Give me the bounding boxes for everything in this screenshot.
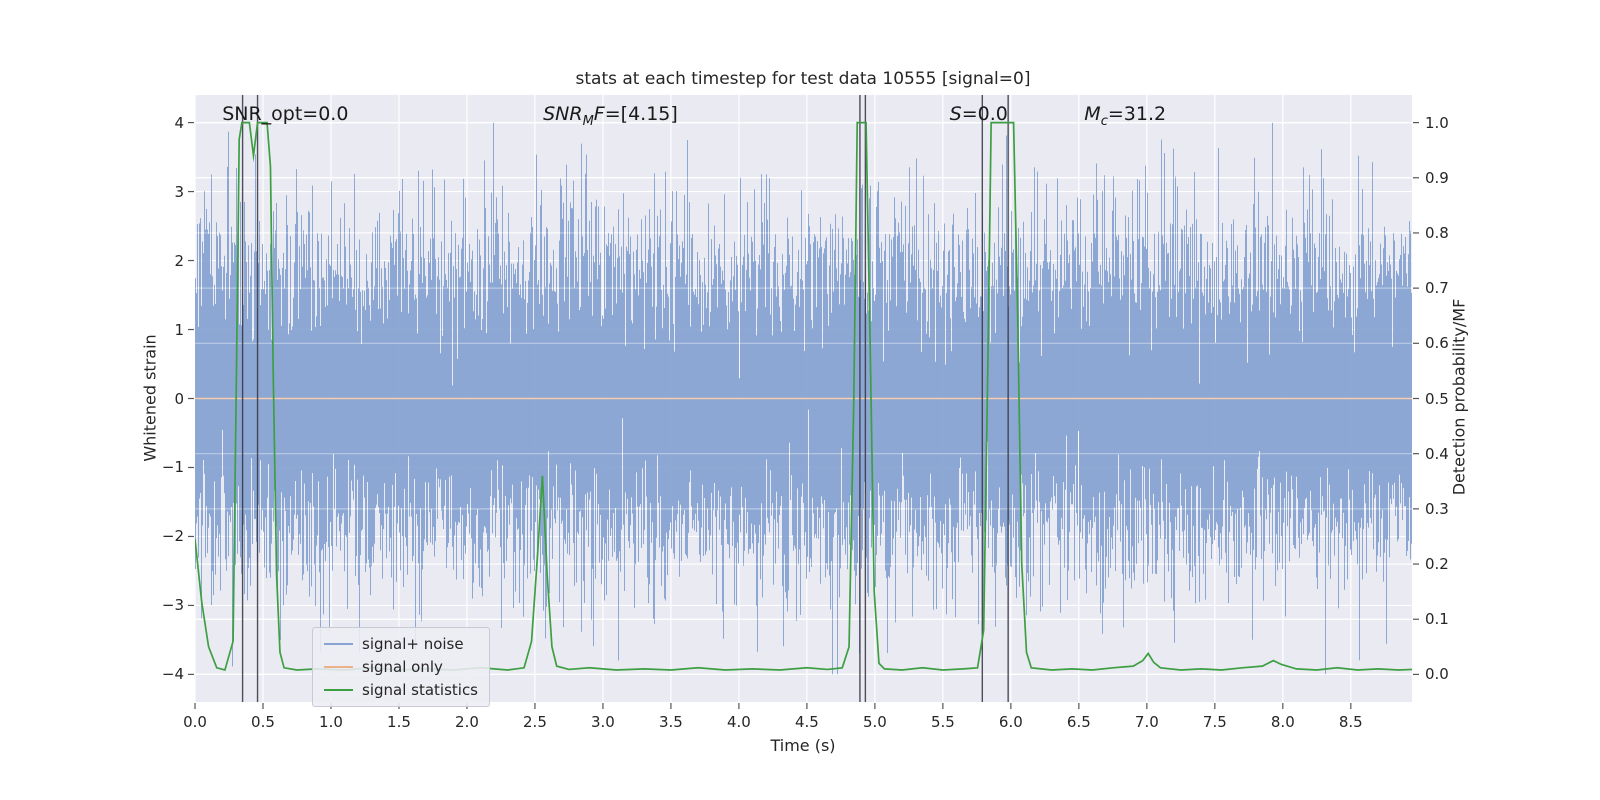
x-tick-label: 2.0: [455, 713, 479, 731]
y-right-tick-label: 0.5: [1425, 389, 1449, 408]
legend-label: signal+ noise: [362, 635, 464, 653]
x-tick-label: 4.5: [794, 713, 819, 731]
x-tick-label: 6.0: [998, 713, 1023, 731]
y-left-tick-label: 3: [174, 182, 184, 201]
y-right-tick-label: 0.9: [1425, 168, 1449, 187]
x-tick-label: 8.5: [1338, 713, 1363, 731]
x-tick-label: 0.0: [183, 713, 207, 731]
y-left-tick-label: −4: [161, 665, 184, 684]
legend-item: signal statistics: [324, 681, 478, 699]
plot-annotation: SNRMF=[4.15]: [543, 103, 678, 129]
y-right-tick-label: 0.7: [1425, 279, 1449, 298]
x-tick-label: 3.0: [590, 713, 615, 731]
legend-item: signal+ noise: [324, 635, 478, 653]
y-axis-label-left: Whitened strain: [140, 334, 160, 462]
x-tick-label: 5.5: [930, 713, 955, 731]
y-left-tick-label: −2: [161, 527, 184, 546]
y-axis-label-right: Detection probability/MF: [1449, 298, 1469, 496]
x-tick-label: 4.0: [726, 713, 751, 731]
y-right-tick-label: 0.4: [1425, 444, 1449, 463]
y-right-tick-label: 0.3: [1425, 499, 1449, 518]
y-right-tick-label: 0.1: [1425, 610, 1449, 629]
y-right-tick-label: 0.0: [1425, 665, 1449, 684]
x-tick-label: 8.0: [1270, 713, 1295, 731]
y-left-tick-label: 4: [174, 113, 184, 132]
x-tick-label: 6.5: [1066, 713, 1091, 731]
legend-label: signal only: [362, 658, 443, 676]
legend-item: signal only: [324, 658, 478, 676]
x-tick-label: 0.5: [251, 713, 275, 731]
legend-swatch: [324, 666, 353, 668]
x-tick-label: 3.5: [658, 713, 683, 731]
y-left-tick-label: 0: [174, 389, 184, 408]
plot-annotation: SNR_opt=0.0: [222, 103, 349, 125]
y-left-tick-label: 2: [174, 251, 184, 270]
y-right-tick-label: 1.0: [1425, 113, 1449, 132]
y-left-tick-label: 1: [174, 320, 184, 339]
chart-title: stats at each timestep for test data 105…: [575, 69, 1031, 89]
x-axis-label: Time (s): [770, 736, 836, 755]
x-tick-label: 2.5: [523, 713, 547, 731]
y-right-tick-label: 0.8: [1425, 223, 1449, 242]
legend-label: signal statistics: [362, 681, 479, 699]
x-tick-label: 5.0: [862, 713, 887, 731]
x-tick-label: 1.5: [387, 713, 411, 731]
x-tick-label: 7.0: [1134, 713, 1159, 731]
plot-annotation: Mc=31.2: [1084, 103, 1167, 129]
legend-swatch: [324, 689, 353, 691]
plot-annotation: S=0.0: [949, 103, 1008, 125]
legend: signal+ noise signal only signal statistic…: [312, 627, 491, 707]
x-tick-label: 1.0: [319, 713, 343, 731]
y-left-tick-label: −1: [161, 458, 184, 477]
y-left-tick-label: −3: [161, 596, 184, 615]
x-tick-label: 7.5: [1202, 713, 1227, 731]
y-right-tick-label: 0.6: [1425, 334, 1449, 353]
legend-swatch: [324, 643, 353, 645]
y-right-tick-label: 0.2: [1425, 555, 1449, 574]
